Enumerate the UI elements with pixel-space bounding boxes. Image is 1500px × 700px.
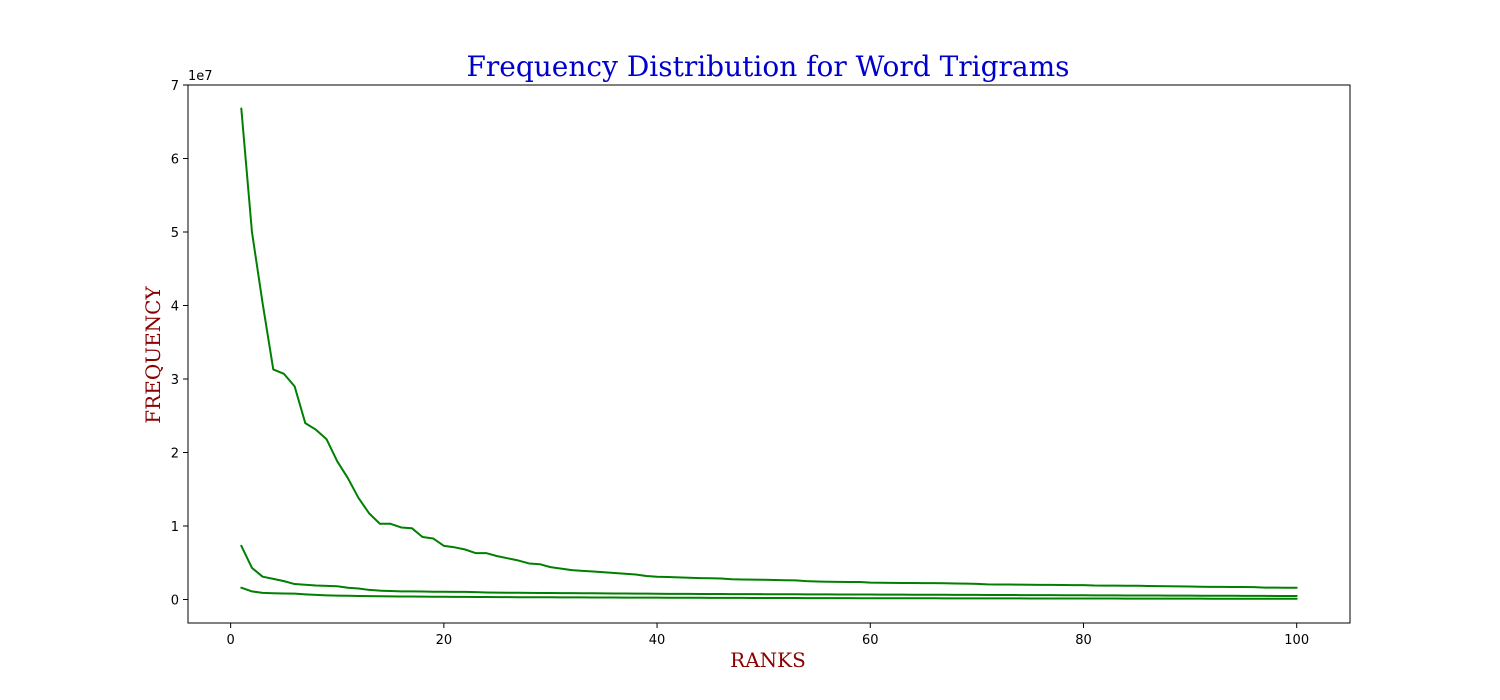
y-tick-label: 4	[171, 299, 179, 314]
y-offset-label: 1e7	[188, 69, 213, 84]
series-layer	[240, 107, 1298, 600]
y-axis: 0 1 2 3 4 5 6 7	[171, 79, 188, 608]
x-tick-label: 60	[862, 633, 879, 648]
y-tick-label: 3	[171, 373, 179, 388]
x-tick-label: 20	[436, 633, 453, 648]
x-tick-label: 100	[1284, 633, 1309, 648]
chart-title: Frequency Distribution for Word Trigrams	[466, 50, 1069, 83]
y-tick-label: 0	[171, 593, 179, 608]
x-axis-label: RANKS	[730, 648, 806, 672]
y-tick-label: 2	[171, 446, 179, 461]
series-line-1	[240, 107, 1298, 589]
plot-frame	[187, 84, 1351, 624]
y-tick-label: 7	[171, 79, 179, 94]
x-axis: 0 20 40 60 80 100	[227, 623, 1309, 648]
x-tick-label: 80	[1075, 633, 1092, 648]
y-tick-label: 6	[171, 152, 179, 167]
y-tick-label: 1	[171, 520, 179, 535]
series-line-2	[240, 544, 1298, 598]
series-line-3	[240, 586, 1298, 600]
x-tick-label: 40	[649, 633, 666, 648]
x-tick-label: 0	[227, 633, 235, 648]
y-axis-label: FREQUENCY	[141, 286, 165, 424]
y-tick-label: 5	[171, 226, 179, 241]
